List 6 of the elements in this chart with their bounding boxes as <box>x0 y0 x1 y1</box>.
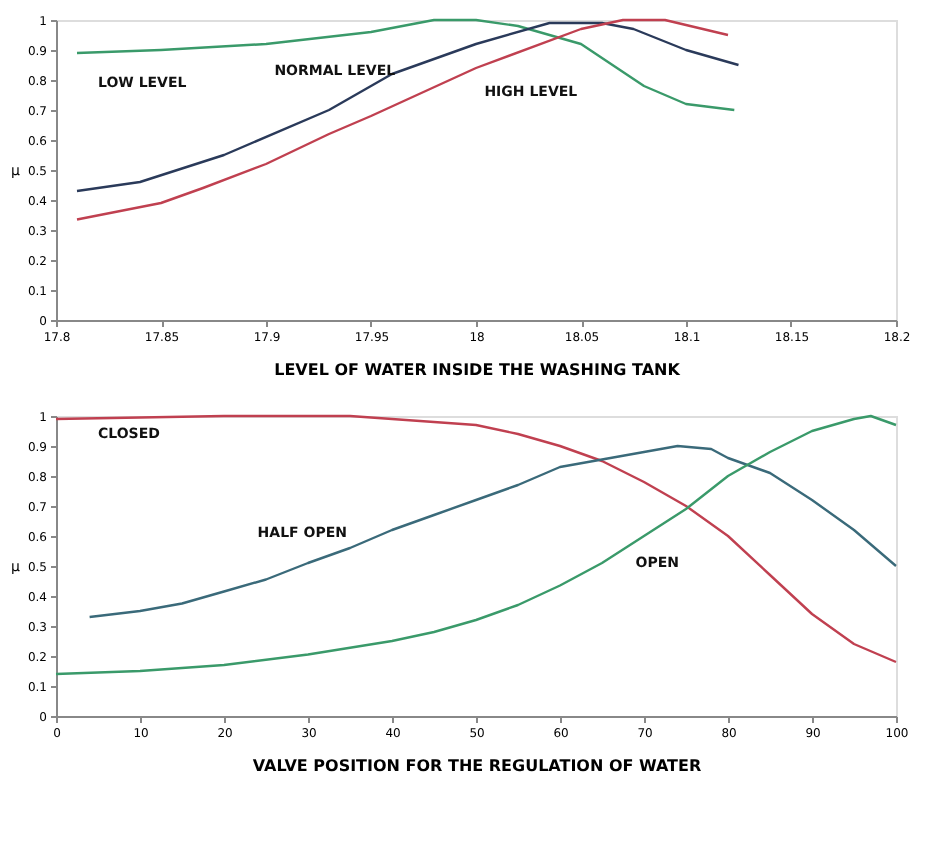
x-axis-title: VALVE POSITION FOR THE REGULATION OF WATER <box>252 757 702 775</box>
line-series <box>75 18 736 112</box>
x-axis-title: LEVEL OF WATER INSIDE THE WASHING TANK <box>274 361 682 379</box>
line-series <box>75 18 730 221</box>
line-series <box>75 21 740 193</box>
line-series <box>88 444 898 619</box>
